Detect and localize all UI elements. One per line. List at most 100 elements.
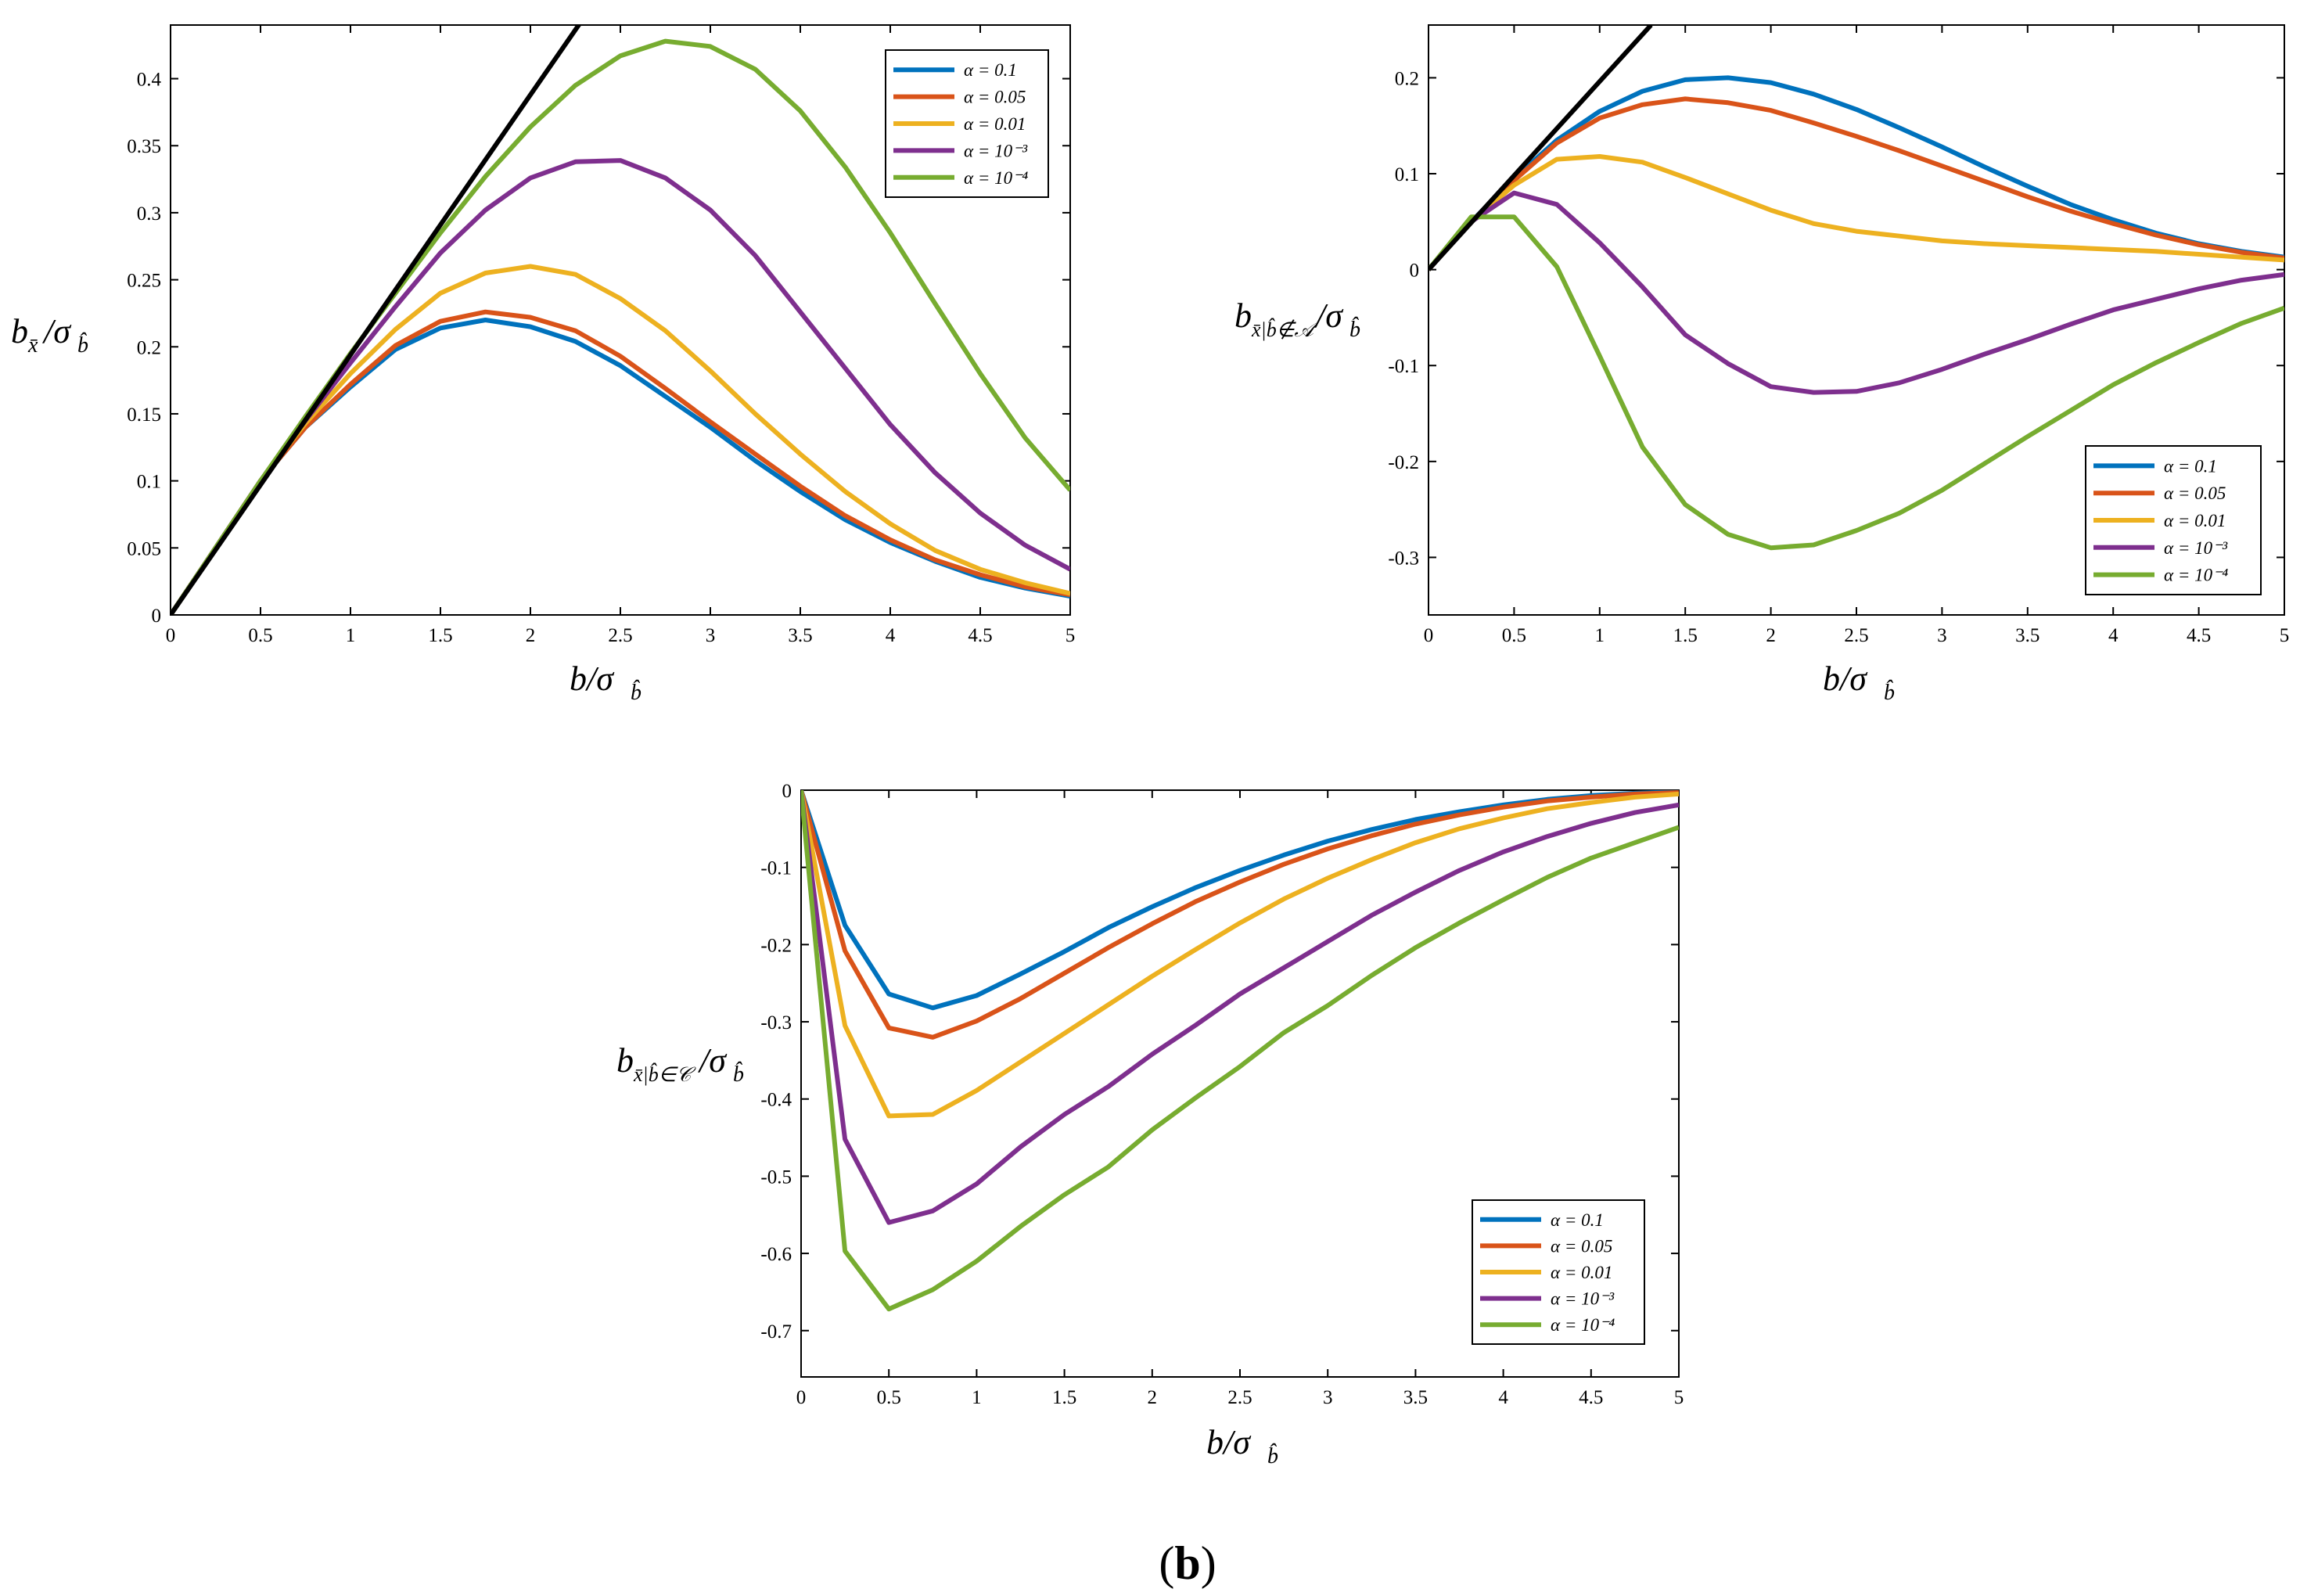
svg-text:x̄|b̂∈𝒞: x̄|b̂∈𝒞 (633, 1063, 696, 1086)
series-line (801, 790, 1679, 1040)
chart2-ylabel: b x̄|b̂∉𝒜 /σ b̂ (1234, 297, 1360, 342)
x-tick-label: 4 (886, 625, 896, 646)
x-tick-label: 0.5 (877, 1387, 901, 1408)
legend-entry: α = 10⁻³ (964, 141, 1028, 160)
svg-text:x̄|b̂∉𝒜: x̄|b̂∉𝒜 (1251, 318, 1319, 341)
svg-text:b: b (1234, 297, 1252, 335)
legend: α = 0.1 α = 0.05 α = 0.01 α = 10⁻³ α = 10⁻⁴ (885, 49, 1049, 198)
y-tick-label: 0 (152, 606, 162, 627)
svg-text:b/σ: b/σ (1206, 1423, 1252, 1461)
x-tick-label: 2.5 (1844, 625, 1868, 646)
x-tick-label: 4 (1498, 1387, 1508, 1408)
svg-text:b: b (616, 1041, 634, 1080)
x-tick-label: 5 (2280, 625, 2290, 646)
y-tick-label: 0.2 (1395, 68, 1419, 89)
svg-text:x̄: x̄ (27, 333, 38, 358)
y-tick-label: 0.1 (1395, 164, 1419, 185)
y-tick-label: 0.15 (127, 404, 161, 426)
y-tick-label: 0.05 (127, 538, 161, 559)
x-tick-label: 4.5 (1579, 1387, 1603, 1408)
svg-text:b/σ: b/σ (570, 660, 615, 698)
chart1-ylabel: b x̄ /σ b̂ (11, 312, 88, 358)
chart-2: 0 0.5 1 1.5 2 2.5 3 3.5 4 4.5 5 -0.3 -0.2 -0.1 0 0.1 0.2… (1388, 24, 2290, 646)
x-tick-label: 2 (1148, 1387, 1158, 1408)
y-tick-label: -0.1 (760, 858, 792, 879)
series-line (801, 790, 1679, 1312)
legend-entry: α = 0.1 (964, 60, 1017, 80)
y-tick-label: 0.35 (127, 136, 161, 157)
y-tick-label: 0.25 (127, 271, 161, 292)
x-tick-label: 1 (1595, 625, 1605, 646)
legend: α = 0.1 α = 0.05 α = 0.01 α = 10⁻³ α = 10⁻⁴ (2085, 445, 2262, 595)
x-tick-label: 3 (1323, 1387, 1333, 1408)
series-line (1429, 96, 2284, 271)
series-line (1429, 190, 2284, 395)
series-line (1429, 75, 2284, 271)
y-tick-label: -0.3 (760, 1012, 792, 1033)
x-tick-label: 2 (526, 625, 536, 646)
y-tick-label: -0.4 (760, 1090, 792, 1111)
y-tick-label: 0 (1410, 261, 1420, 282)
x-tick-label: 3 (1937, 625, 1947, 646)
svg-text:b/σ: b/σ (1823, 660, 1868, 698)
x-tick-label: 1 (346, 625, 356, 646)
svg-text:b̂: b̂ (77, 332, 88, 358)
svg-text:/σ: /σ (41, 312, 72, 350)
x-tick-label: 3 (706, 625, 716, 646)
y-tick-label: 0 (782, 781, 792, 802)
x-tick-label: 5 (1066, 625, 1076, 646)
y-tick-label: -0.2 (1388, 452, 1419, 473)
x-tick-label: 1.5 (1673, 625, 1698, 646)
x-tick-label: 0.5 (1502, 625, 1526, 646)
reference-line (1429, 25, 1653, 271)
y-tick-label: -0.1 (1388, 356, 1419, 377)
chart2-xlabel: b/σ b̂ (1823, 660, 1895, 705)
legend-entry: α = 0.01 (2164, 511, 2226, 530)
x-tick-label: 5 (1674, 1387, 1684, 1408)
svg-text:b̂: b̂ (1267, 1443, 1278, 1468)
legend-entry: α = 10⁻⁴ (964, 168, 1028, 188)
legend-entry: α = 10⁻⁴ (2164, 566, 2228, 585)
y-tick-label: 0.4 (137, 70, 162, 91)
x-tick-label: 2 (1766, 625, 1776, 646)
y-tick-label: -0.6 (760, 1244, 792, 1265)
svg-text:/σ: /σ (1314, 297, 1344, 335)
legend: α = 0.1 α = 0.05 α = 0.01 α = 10⁻³ α = 10⁻⁴ (1472, 1199, 1645, 1345)
svg-text:/σ: /σ (697, 1041, 728, 1080)
x-tick-label: 0 (1424, 625, 1434, 646)
x-tick-label: 2.5 (608, 625, 632, 646)
y-tick-label: -0.3 (1388, 548, 1419, 569)
legend-entry: α = 0.05 (2164, 483, 2226, 503)
chart-1: 0 0.5 1 1.5 2 2.5 3 3.5 4 4.5 5 0 0.05 0.1 0.15 0.2 0.25… (127, 24, 1076, 646)
svg-text:b: b (11, 312, 28, 350)
reference-line (171, 25, 582, 615)
legend-entry: α = 0.05 (1551, 1236, 1612, 1256)
y-tick-label: 0.1 (137, 472, 161, 493)
x-tick-label: 1 (972, 1387, 982, 1408)
series-line (171, 309, 1070, 615)
series-line (171, 264, 1070, 615)
series-group (1429, 25, 2284, 551)
legend-entry: α = 10⁻⁴ (1551, 1315, 1615, 1335)
x-tick-label: 2.5 (1227, 1387, 1252, 1408)
y-tick-label: -0.7 (760, 1321, 792, 1343)
legend-entry: α = 10⁻³ (1551, 1289, 1615, 1309)
legend-entry: α = 0.01 (964, 114, 1026, 134)
x-tick-label: 4.5 (2187, 625, 2211, 646)
y-tick-label: 0.3 (137, 203, 161, 225)
y-tick-label: -0.5 (760, 1166, 792, 1188)
x-tick-label: 1.5 (428, 625, 452, 646)
chart1-xlabel: b/σ b̂ (570, 660, 641, 705)
x-tick-label: 4.5 (968, 625, 992, 646)
legend-entry: α = 0.1 (1551, 1210, 1604, 1230)
series-line (1429, 154, 2284, 271)
figure-caption: (b) (1159, 1537, 1216, 1589)
chart3-xlabel: b/σ b̂ (1206, 1423, 1278, 1468)
svg-text:b̂: b̂ (1349, 317, 1360, 342)
x-tick-label: 1.5 (1052, 1387, 1076, 1408)
y-tick-label: 0.2 (137, 337, 161, 358)
series-line (1429, 214, 2284, 551)
series-line (801, 790, 1679, 1119)
x-tick-label: 0 (796, 1387, 807, 1408)
